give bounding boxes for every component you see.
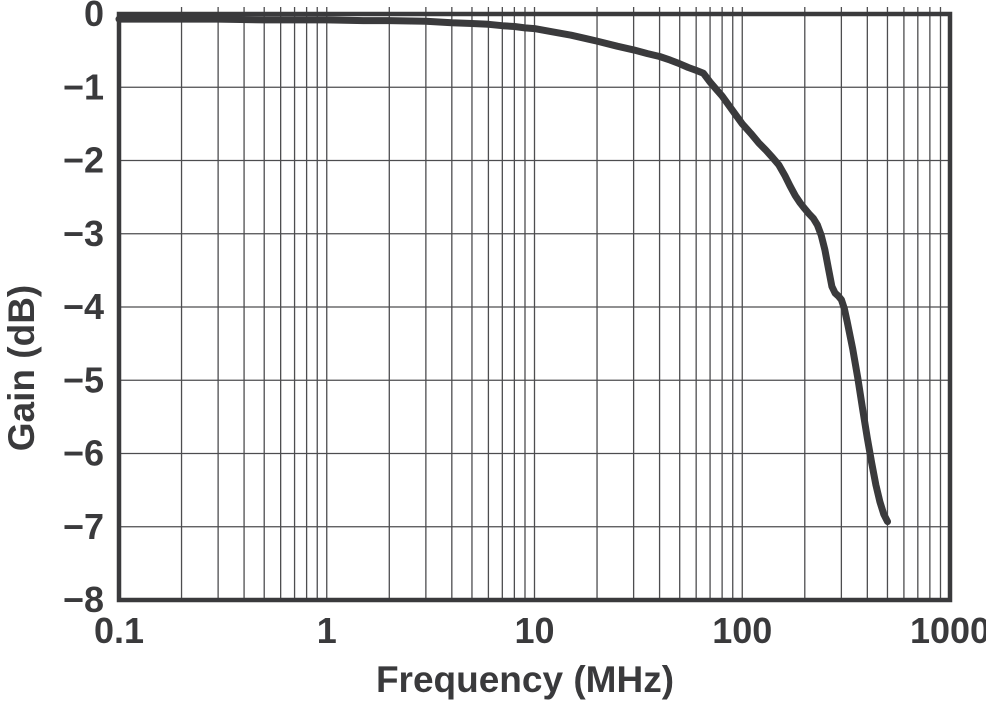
y-tick-label: −7 (63, 506, 104, 547)
x-tick-label: 100 (712, 610, 772, 651)
x-tick-label: 10 (514, 610, 554, 651)
x-axis-title: Frequency (MHz) (376, 659, 674, 700)
plot-frame (116, 11, 953, 603)
curve-layer (115, 15, 891, 526)
plot-border (116, 11, 953, 603)
x-tick-labels: 0.1 1 10 100 1000 (94, 610, 986, 651)
y-tick-label: −5 (63, 359, 104, 400)
x-tick-label: 0.1 (94, 610, 144, 651)
y-tick-label: −3 (63, 213, 104, 254)
y-axis-title: Gain (dB) (1, 285, 42, 451)
y-tick-label: −8 (63, 579, 104, 620)
gain-curve (115, 15, 891, 526)
y-tick-label: −2 (63, 140, 104, 181)
x-tick-label: 1000 (910, 610, 986, 651)
y-tick-label: −6 (63, 433, 104, 474)
y-tick-labels: 0 −1 −2 −3 −4 −5 −6 −7 −8 (63, 0, 104, 620)
grid-layer (119, 7, 950, 600)
y-tick-label: −1 (63, 66, 104, 107)
x-tick-label: 1 (317, 610, 337, 651)
y-tick-label: 0 (84, 0, 104, 34)
y-tick-label: −4 (63, 286, 104, 327)
